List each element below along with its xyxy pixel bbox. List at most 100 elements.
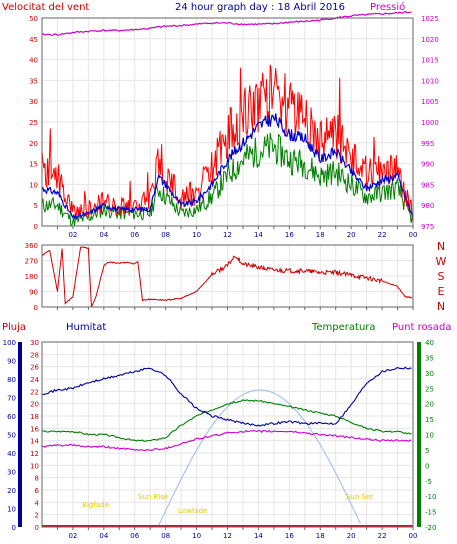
rain-y-tick-label: 22 (30, 388, 39, 396)
wind-y-tick-label: 50 (29, 15, 38, 23)
rain-y-tick-label: 0 (35, 524, 39, 532)
pressure-y-tick-label: 1000 (421, 119, 439, 127)
wind-tick-label: 22 (378, 231, 387, 239)
humidity-y-tick-label: 30 (7, 469, 16, 477)
temperature-tick-label: 16 (285, 532, 294, 540)
sun-label-sunrise: Sun Rise (138, 493, 168, 501)
humidity-title: Humitat (66, 322, 106, 333)
humidity-y-tick-label: 10 (7, 506, 16, 514)
pressure-y-tick-label: 1025 (421, 15, 439, 23)
direction-grid (42, 244, 414, 308)
wind-y-tick-label: 5 (34, 202, 38, 210)
wind-speed-line (41, 132, 414, 227)
wind-tick-label: 20 (347, 231, 356, 239)
pressure-y-tick-label: 1020 (421, 36, 439, 44)
direction-y-tick-label: 0 (34, 304, 38, 312)
wind-series (41, 10, 414, 227)
dewpoint-title: Punt rosada (392, 322, 451, 333)
temperature-y-tick-label: -15 (425, 509, 436, 517)
temperature-y-tick-label: 25 (425, 385, 434, 393)
wind-direction-line (41, 246, 413, 308)
wind-y-tick-label: 40 (29, 57, 38, 65)
temperature-x-axis: 02 04 06 08 10 12 14 16 18 20 22 00 (56, 527, 418, 540)
wind-grid (42, 17, 414, 227)
wind-gust-line (41, 64, 414, 222)
temperature-tick-label: 12 (223, 532, 232, 540)
temperature-axis-bar (417, 342, 421, 527)
pressure-y-axis: 975 980 985 990 995 1000 1005 1010 1015 1020 1025 (421, 15, 439, 231)
wind-tick-label: 10 (192, 231, 201, 239)
temperature-tick-label: 00 (409, 532, 418, 540)
wind-tick-label: 08 (161, 231, 170, 239)
compass-label: S (438, 270, 445, 283)
graph-title: 24 hour graph day : 18 Abril 2016 (175, 2, 345, 13)
rain-y-tick-label: 2 (35, 512, 39, 520)
direction-y-tick-label: 360 (25, 242, 38, 250)
rain-title: Pluja (2, 322, 26, 333)
rain-y-tick-label: 14 (30, 438, 39, 446)
pressure-y-tick-label: 985 (421, 181, 434, 189)
rain-y-tick-label: 30 (30, 339, 39, 347)
temperature-y-tick-label: -20 (425, 524, 436, 532)
wind-y-tick-label: 0 (34, 223, 38, 231)
compass-label: N (437, 300, 445, 313)
rain-y-tick-label: 8 (35, 475, 39, 483)
wind-tick-label: 14 (254, 231, 263, 239)
humidity-y-axis: 0 10 20 30 40 50 60 70 80 90 100 (3, 339, 22, 532)
humidity-axis-bar (18, 342, 22, 527)
wind-y-axis: 0 5 10 15 20 25 30 35 40 45 50 (29, 15, 38, 231)
temperature-y-tick-label: 15 (425, 416, 434, 424)
wind-y-tick-label: 25 (29, 119, 38, 127)
compass-label: N (437, 240, 445, 253)
temperature-y-tick-label: -10 (425, 493, 436, 501)
solar-curve (157, 389, 361, 528)
humidity-y-tick-label: 90 (7, 358, 16, 366)
wind-y-tick-label: 10 (29, 181, 38, 189)
humidity-y-tick-label: 100 (3, 339, 16, 347)
temperature-y-tick-label: 0 (425, 462, 429, 470)
direction-y-tick-label: 180 (25, 273, 38, 281)
wind-tick-label: 16 (285, 231, 294, 239)
wind-y-tick-label: 20 (29, 140, 38, 148)
temperature-tick-label: 18 (316, 532, 325, 540)
direction-y-axis: 0 90 180 270 360 (25, 242, 38, 312)
wind-title: Velocitat del vent (2, 2, 89, 13)
wind-x-axis: 02 04 06 08 10 12 14 16 18 20 22 00 (56, 226, 418, 239)
sun-label-dawn: Bigfade (82, 501, 109, 509)
temperature-y-tick-label: 40 (425, 339, 434, 347)
temperature-tick-label: 14 (254, 532, 263, 540)
humidity-y-tick-label: 20 (7, 487, 16, 495)
humidity-y-tick-label: 0 (12, 524, 16, 532)
pressure-y-tick-label: 1005 (421, 98, 439, 106)
sun-label-low: Lowfade (178, 507, 207, 515)
temperature-y-tick-label: 35 (425, 354, 434, 362)
temperature-tick-label: 20 (347, 532, 356, 540)
direction-y-tick-label: 270 (25, 258, 38, 266)
compass-label: E (438, 285, 445, 298)
rain-y-tick-label: 12 (30, 450, 39, 458)
pressure-y-tick-label: 1010 (421, 77, 439, 85)
direction-series (41, 246, 413, 308)
wind-tick-label: 00 (409, 231, 418, 239)
wind-y-tick-label: 30 (29, 98, 38, 106)
temperature-tick-label: 22 (378, 532, 387, 540)
humidity-y-tick-label: 60 (7, 413, 16, 421)
compass-label: W (436, 255, 447, 268)
temperature-y-tick-label: 20 (425, 401, 434, 409)
rain-y-tick-label: 16 (30, 425, 39, 433)
wind-pressure-panel: Velocitat del vent 24 hour graph day : 1… (2, 1, 439, 239)
pressure-y-tick-label: 975 (421, 223, 434, 231)
wind-y-tick-label: 45 (29, 36, 38, 44)
temperature-grid (42, 341, 414, 528)
temperature-panel: Pluja Humitat Temperatura Punt rosada 0 1… (2, 322, 451, 540)
temperature-title: Temperatura (311, 322, 376, 333)
temperature-y-tick-label: 5 (425, 447, 429, 455)
humidity-y-tick-label: 70 (7, 395, 16, 403)
rain-y-tick-label: 18 (30, 413, 39, 421)
pressure-y-tick-label: 980 (421, 202, 434, 210)
wind-frame (41, 17, 414, 227)
